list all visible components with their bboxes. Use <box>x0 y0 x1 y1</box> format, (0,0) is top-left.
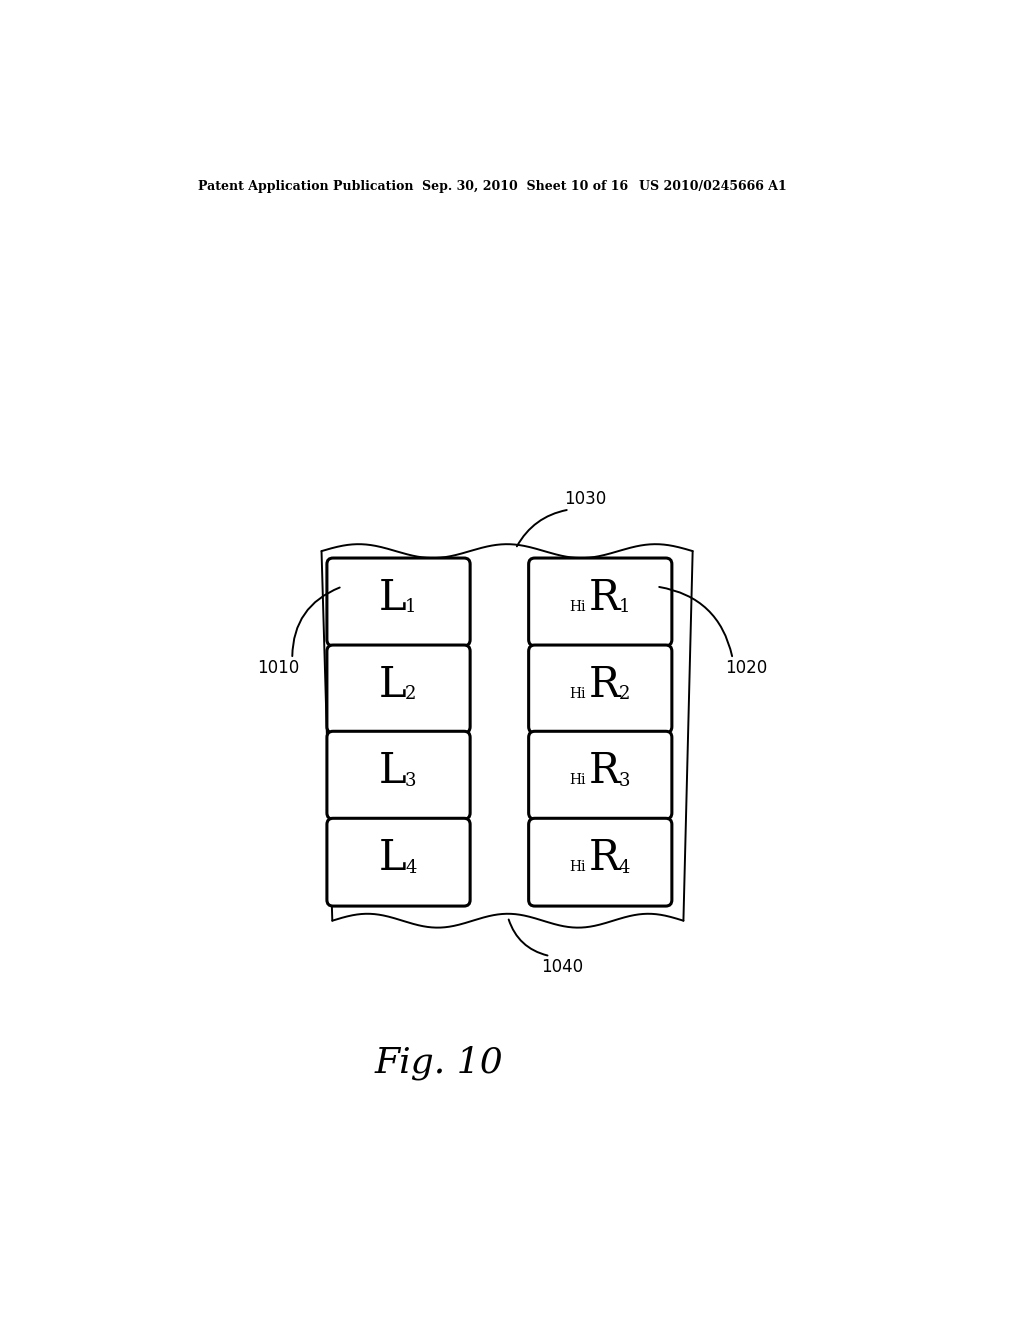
FancyBboxPatch shape <box>327 645 470 733</box>
Text: L: L <box>379 664 407 706</box>
Text: 1010: 1010 <box>257 659 300 677</box>
Text: Hi: Hi <box>569 772 586 787</box>
FancyBboxPatch shape <box>327 558 470 645</box>
Text: L: L <box>379 837 407 879</box>
Text: 2: 2 <box>618 685 630 704</box>
FancyBboxPatch shape <box>528 558 672 645</box>
Text: 1030: 1030 <box>564 490 606 508</box>
Text: L: L <box>379 577 407 619</box>
Text: R: R <box>589 837 620 879</box>
Text: R: R <box>589 750 620 792</box>
Text: US 2010/0245666 A1: US 2010/0245666 A1 <box>639 181 786 194</box>
Text: 2: 2 <box>406 685 417 704</box>
Text: 4: 4 <box>406 858 417 876</box>
Text: 3: 3 <box>406 772 417 789</box>
Text: 3: 3 <box>618 772 630 789</box>
FancyBboxPatch shape <box>528 645 672 733</box>
Text: 1: 1 <box>406 598 417 616</box>
Text: 1: 1 <box>618 598 630 616</box>
Text: 4: 4 <box>618 858 630 876</box>
Text: R: R <box>589 577 620 619</box>
Text: Hi: Hi <box>569 686 586 701</box>
Text: L: L <box>379 750 407 792</box>
Text: Hi: Hi <box>569 599 586 614</box>
FancyBboxPatch shape <box>528 818 672 906</box>
Text: Sep. 30, 2010  Sheet 10 of 16: Sep. 30, 2010 Sheet 10 of 16 <box>422 181 628 194</box>
Text: 1020: 1020 <box>725 659 768 677</box>
Text: Patent Application Publication: Patent Application Publication <box>198 181 413 194</box>
FancyBboxPatch shape <box>327 818 470 906</box>
FancyBboxPatch shape <box>327 731 470 818</box>
FancyBboxPatch shape <box>528 731 672 818</box>
Text: Fig. 10: Fig. 10 <box>374 1045 503 1080</box>
Text: Hi: Hi <box>569 859 586 874</box>
Text: R: R <box>589 664 620 706</box>
Text: 1040: 1040 <box>541 958 583 975</box>
